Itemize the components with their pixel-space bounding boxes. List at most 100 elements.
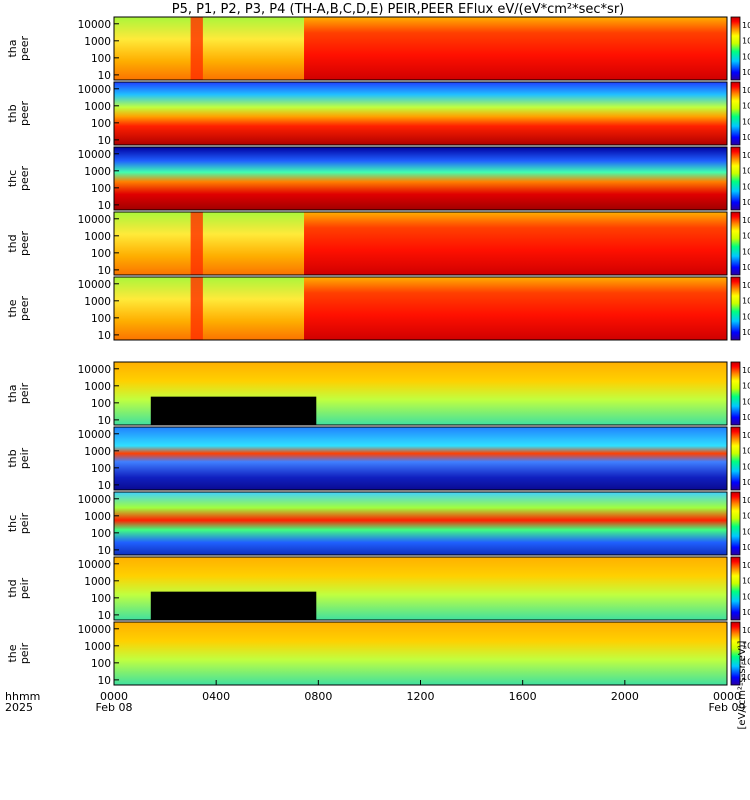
colorbar-tick-label: 10² (742, 328, 750, 337)
spectrogram-panel-thd-peer: thdpeer 10 100 1000 10000 10² 10⁴ 10⁶ 10⁸ (6, 211, 750, 277)
spectrogram-nodata-region (150, 591, 317, 620)
colorbar-tick-label: 10² (742, 198, 750, 207)
y-tick-label: 100 (91, 593, 111, 605)
colorbar-tick-label: 10⁶ (742, 297, 750, 306)
spectrogram-quiet-region (114, 212, 305, 275)
spectrogram-enhancement (190, 277, 203, 340)
panel-frame (113, 361, 728, 426)
colorbar-tick-label: 10² (742, 263, 750, 272)
colorbar: 10² 10⁴ 10⁶ 10⁸ (730, 491, 750, 556)
spectrogram-panel-tha-peir: thapeir 10 100 1000 10000 10² 10⁴ 10⁶ 10⁸ (6, 361, 750, 427)
colorbar-tick-label: 10² (742, 68, 750, 77)
colorbar: 10² 10⁴ 10⁶ 10⁸ (730, 276, 750, 341)
colorbar-tick-label: 10⁴ (742, 592, 750, 601)
colorbar-tick-label: 10² (742, 478, 750, 487)
colorbar-tick-label: 10⁴ (742, 247, 750, 256)
colorbar-tick-label: 10² (742, 133, 750, 142)
y-tick-label: 10000 (78, 149, 111, 161)
x-tick-label: 0000 (100, 690, 128, 703)
y-tick-label: 100 (91, 313, 111, 325)
colorbar-tick-label: 10⁴ (742, 397, 750, 406)
x-tick-label: 1200 (407, 690, 435, 703)
colorbar-tick-label: 10⁸ (742, 86, 750, 95)
panel-frame (113, 276, 728, 341)
x-tick-label: 0400 (202, 690, 230, 703)
x-tick-label: 0000 (713, 690, 741, 703)
y-tick-label: 100 (91, 658, 111, 670)
colorbar: 10² 10⁴ 10⁶ 10⁸ (730, 361, 750, 426)
spectrogram-nodata-region (150, 396, 317, 425)
colorbar-tick-label: 10⁸ (742, 496, 750, 505)
colorbar: 10² 10⁴ 10⁶ 10⁸ (730, 621, 750, 686)
x-date-label: Feb 08 (96, 701, 133, 714)
y-tick-label: 10 (98, 415, 111, 427)
y-tick-label: 1000 (84, 231, 111, 243)
y-tick-label: 10000 (78, 624, 111, 636)
panel-ylabel: thbpeir (6, 447, 31, 469)
colorbar-tick-label: 10⁴ (742, 52, 750, 61)
y-tick-label: 10 (98, 480, 111, 492)
y-tick-label: 1000 (84, 576, 111, 588)
spectrogram-panel-the-peer: thepeer 10 100 1000 10000 10² 10⁴ 10⁶ 10⁸ (6, 276, 750, 342)
y-tick-label: 1000 (84, 166, 111, 178)
y-tick-label: 100 (91, 463, 111, 475)
colorbar-tick-label: 10⁴ (742, 462, 750, 471)
colorbar-tick-label: 10² (742, 608, 750, 617)
colorbar-tick-label: 10⁸ (742, 281, 750, 290)
y-tick-label: 1000 (84, 446, 111, 458)
panel-frame (113, 16, 728, 81)
x-year-label: 2025 (5, 701, 33, 714)
spectrogram-panel-thd-peir: thdpeir 10 100 1000 10000 10² 10⁴ 10⁶ 10⁸ (6, 556, 750, 622)
panel-ylabel: thbpeer (6, 101, 31, 127)
y-tick-label: 10 (98, 545, 111, 557)
colorbar-tick-label: 10⁴ (742, 657, 750, 666)
colorbar-tick-label: 10² (742, 413, 750, 422)
y-tick-label: 10000 (78, 279, 111, 291)
colorbar-tick-label: 10⁸ (742, 366, 750, 375)
spectrogram-panel-thb-peer: thbpeer 10 100 1000 10000 10² 10⁴ 10⁶ 10⁸ (6, 81, 750, 147)
figure-title: P5, P1, P2, P3, P4 (TH-A,B,C,D,E) PEIR,P… (172, 2, 625, 17)
spectrogram-panel-thc-peer: thcpeer 10 100 1000 10000 10² 10⁴ 10⁶ 10⁸ (6, 146, 750, 212)
colorbar: 10² 10⁴ 10⁶ 10⁸ (730, 81, 750, 146)
y-tick-label: 1000 (84, 511, 111, 523)
colorbar: 10² 10⁴ 10⁶ 10⁸ (730, 16, 750, 81)
colorbar-tick-label: 10⁸ (742, 21, 750, 30)
colorbar-tick-label: 10⁶ (742, 577, 750, 586)
panel-frame (113, 81, 728, 146)
spectrogram-enhancement (190, 17, 203, 80)
spectrogram-panel-thb-peir: thbpeir 10 100 1000 10000 10² 10⁴ 10⁶ 10⁸ (6, 426, 750, 492)
colorbar-bar (730, 276, 741, 341)
y-tick-label: 10000 (78, 84, 111, 96)
colorbar-tick-label: 10⁸ (742, 626, 750, 635)
colorbar-tick-label: 10⁴ (742, 182, 750, 191)
colorbar-bar (730, 426, 741, 491)
spectrogram-panel-the-peir: thepeir 10 100 1000 10000 10² 10⁴ 10⁶ 10⁸ (6, 621, 750, 687)
colorbar-bar (730, 211, 741, 276)
colorbar-tick-label: 10⁶ (742, 447, 750, 456)
colorbar-bar (730, 556, 741, 621)
colorbar-bar (730, 491, 741, 556)
colorbar: 10² 10⁴ 10⁶ 10⁸ (730, 426, 750, 491)
spectrogram-quiet-region (114, 277, 305, 340)
y-tick-label: 1000 (84, 381, 111, 393)
y-tick-label: 10000 (78, 364, 111, 376)
colorbar-tick-label: 10⁸ (742, 151, 750, 160)
x-tick-label: 2000 (611, 690, 639, 703)
spectrogram-image (114, 622, 727, 685)
y-tick-label: 1000 (84, 641, 111, 653)
spectrogram-panel-thc-peir: thcpeir 10 100 1000 10000 10² 10⁴ 10⁶ 10⁸ (6, 491, 750, 557)
x-tick-label: 1600 (509, 690, 537, 703)
colorbar-tick-label: 10² (742, 673, 750, 682)
colorbar-tick-label: 10⁸ (742, 561, 750, 570)
colorbar-tick-label: 10⁴ (742, 527, 750, 536)
colorbar-tick-label: 10⁶ (742, 102, 750, 111)
panel-ylabel: thapeir (6, 382, 31, 404)
y-tick-label: 10000 (78, 429, 111, 441)
panel-frame (113, 491, 728, 556)
colorbar-tick-label: 10⁶ (742, 512, 750, 521)
panel-ylabel: thcpeir (6, 512, 31, 534)
y-tick-label: 1000 (84, 296, 111, 308)
colorbar-bar (730, 16, 741, 81)
colorbar: 10² 10⁴ 10⁶ 10⁸ (730, 211, 750, 276)
